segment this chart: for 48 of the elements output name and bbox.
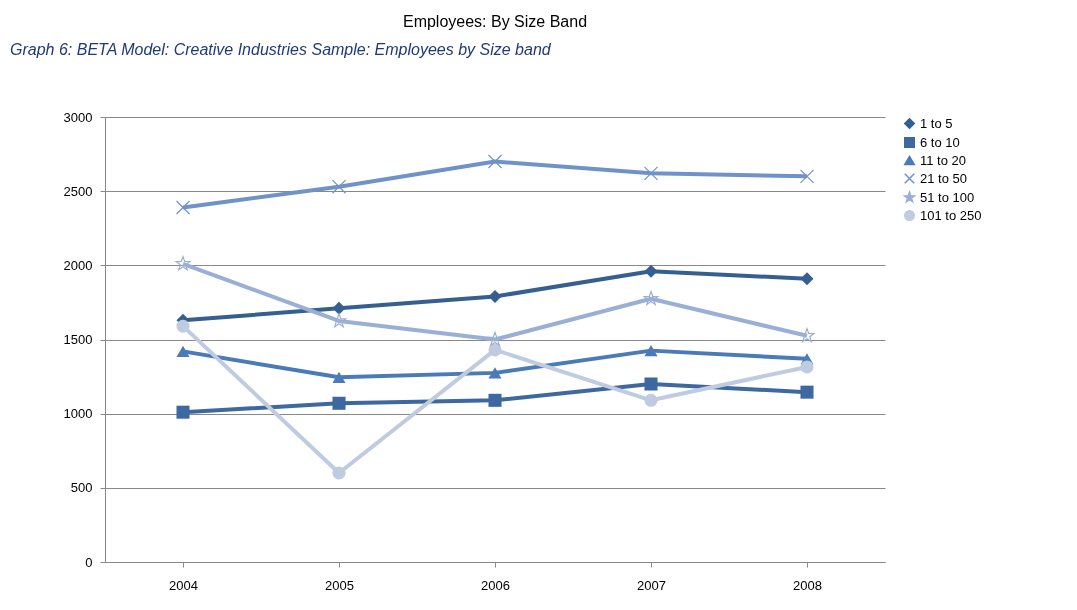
y-tick-label: 1000 — [63, 406, 93, 422]
legend-label: 51 to 100 — [920, 189, 975, 205]
point — [332, 371, 346, 383]
legend-label: 101 to 250 — [920, 207, 982, 223]
legend-label: 11 to 20 — [920, 152, 967, 168]
x-tick-label: 2007 — [637, 577, 666, 593]
point — [175, 256, 191, 271]
point — [176, 345, 190, 358]
x-tick-label: 2005 — [325, 577, 354, 593]
point — [487, 331, 503, 346]
point — [799, 328, 815, 343]
y-tick-label: 2000 — [63, 257, 93, 273]
point — [800, 272, 814, 286]
point — [176, 319, 190, 333]
y-tick-label: 0 — [85, 554, 93, 570]
point — [332, 301, 346, 315]
point — [800, 360, 814, 374]
point — [488, 343, 502, 357]
point — [643, 290, 659, 306]
point — [175, 200, 191, 215]
x-tick-label: 2004 — [169, 577, 198, 593]
point — [332, 466, 346, 480]
x-tick-label: 2006 — [481, 577, 510, 593]
point — [800, 385, 814, 399]
y-tick-label: 1500 — [63, 332, 93, 347]
legend-label: 6 to 10 — [920, 134, 960, 150]
point — [331, 313, 347, 328]
point — [644, 393, 658, 407]
point — [488, 393, 502, 407]
x-tick-label: 2008 — [793, 577, 822, 593]
chart-title: Employees: By Size Band — [402, 13, 588, 30]
y-tick-label: 2500 — [63, 183, 93, 199]
point — [643, 166, 659, 181]
legend-label: 1 to 5 — [920, 115, 953, 131]
point — [644, 344, 658, 357]
point — [487, 154, 503, 169]
point — [644, 264, 658, 278]
y-tick-label: 3000 — [63, 109, 93, 125]
y-tick-label: 500 — [70, 480, 93, 496]
point — [799, 169, 815, 184]
caption: Graph 6: BETA Model: Creative Industries Sample: Employees by Size band — [10, 41, 552, 58]
point — [644, 377, 658, 391]
point — [488, 289, 502, 303]
legend-label: 21 to 50 — [920, 170, 967, 186]
point — [332, 396, 346, 410]
point — [488, 367, 502, 379]
point — [331, 179, 347, 194]
point — [176, 405, 190, 419]
